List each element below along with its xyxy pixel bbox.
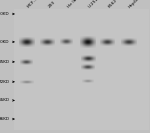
- Text: 55KD: 55KD: [0, 98, 9, 102]
- Text: MCF-7: MCF-7: [26, 0, 39, 9]
- Text: 95KD: 95KD: [0, 60, 9, 64]
- Text: HepG2: HepG2: [128, 0, 142, 9]
- Text: K562: K562: [107, 0, 118, 9]
- Text: 72KD: 72KD: [0, 80, 9, 84]
- Text: 293: 293: [47, 0, 56, 9]
- Text: U-251: U-251: [88, 0, 100, 9]
- Text: 130KD: 130KD: [0, 40, 9, 44]
- Text: 36KD: 36KD: [0, 117, 9, 121]
- Text: 250KD: 250KD: [0, 12, 9, 16]
- Text: He la: He la: [67, 0, 78, 9]
